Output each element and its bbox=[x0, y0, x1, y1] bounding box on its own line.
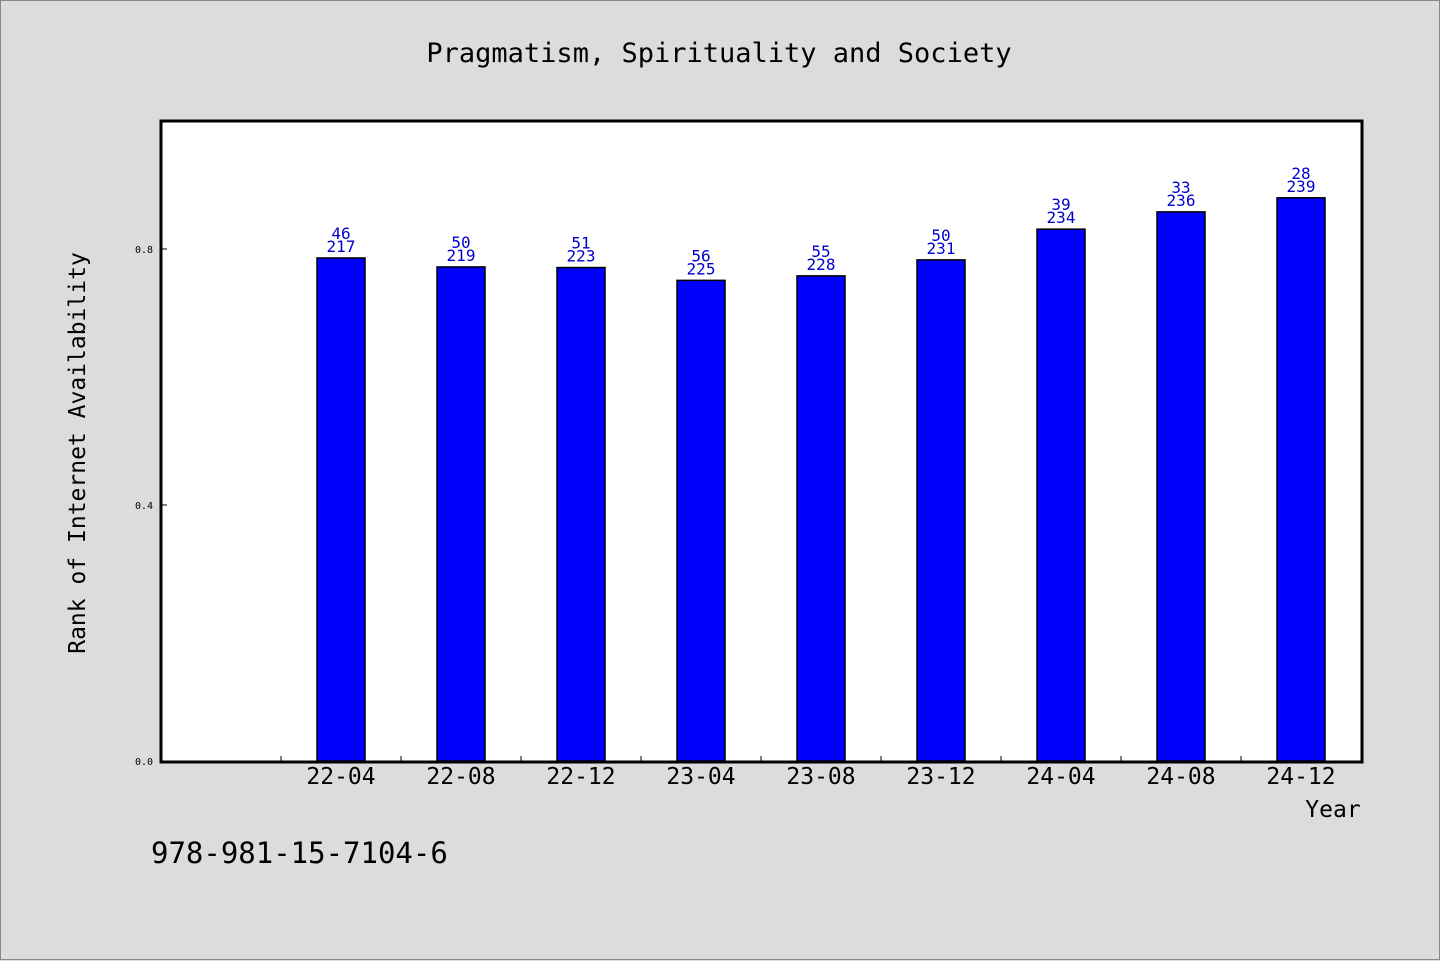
bar-label-top-24-08: 33 bbox=[1171, 178, 1190, 197]
bar-24-04 bbox=[1036, 228, 1086, 762]
x-axis-label: Year bbox=[1305, 797, 1360, 823]
y-tick-label-0.0: 0.0 bbox=[135, 757, 153, 768]
bar-label-bottom-22-08: 219 bbox=[447, 246, 476, 265]
bar-label-top-23-12: 50 bbox=[931, 226, 950, 245]
y-axis-ticks: 0.0 0.4 0.8 bbox=[135, 245, 167, 768]
x-tick-label-24-08: 24-08 bbox=[1146, 764, 1215, 790]
x-tick-label-22-12: 22-12 bbox=[546, 764, 615, 790]
bar-label-top-24-12: 28 bbox=[1291, 164, 1310, 183]
bar-label-bottom-23-08: 228 bbox=[807, 255, 836, 274]
bar-24-08 bbox=[1156, 211, 1206, 762]
y-tick-label-0.4: 0.4 bbox=[135, 501, 153, 512]
x-tick-label-22-04: 22-04 bbox=[306, 764, 375, 790]
bar-label-bottom-22-12: 223 bbox=[567, 247, 596, 266]
y-axis-label: Rank of Internet Availability bbox=[65, 252, 91, 654]
x-axis-ticks: 22-04 22-08 22-12 23-04 23-08 23-12 24-04 24-08… bbox=[280, 756, 1336, 790]
y-tick-label-0.8: 0.8 bbox=[135, 245, 153, 256]
x-tick-label-23-12: 23-12 bbox=[906, 764, 975, 790]
bar-label-bottom-24-08: 236 bbox=[1167, 191, 1196, 210]
x-tick-label-23-08: 23-08 bbox=[786, 764, 855, 790]
x-tick-label-24-12: 24-12 bbox=[1266, 764, 1335, 790]
isbn-text: 978-981-15-7104-6 bbox=[151, 836, 448, 870]
bar-22-12 bbox=[556, 266, 606, 762]
x-tick-label-24-04: 24-04 bbox=[1026, 764, 1095, 790]
bar-label-bottom-24-12: 239 bbox=[1287, 177, 1316, 196]
bar-label-top-22-12: 51 bbox=[571, 234, 590, 253]
bar-label-bottom-23-04: 225 bbox=[687, 259, 716, 278]
chart-title: Pragmatism, Spirituality and Society bbox=[426, 38, 1011, 69]
x-tick-label-23-04: 23-04 bbox=[666, 764, 735, 790]
x-tick-label-22-08: 22-08 bbox=[426, 764, 495, 790]
bar-label-top-24-04: 39 bbox=[1051, 195, 1070, 214]
bar-label-top-22-08: 50 bbox=[451, 233, 470, 252]
bar-label-bottom-23-12: 231 bbox=[927, 239, 956, 258]
bar-24-12 bbox=[1276, 197, 1326, 762]
bar-label-bottom-22-04: 217 bbox=[327, 237, 356, 256]
bar-23-08 bbox=[796, 275, 846, 762]
bar-22-04 bbox=[316, 257, 366, 762]
bar-label-top-23-04: 56 bbox=[691, 246, 710, 265]
bar-22-08 bbox=[436, 266, 486, 762]
bar-label-top-23-08: 55 bbox=[811, 242, 830, 261]
bar-label-bottom-24-04: 234 bbox=[1047, 208, 1076, 227]
bar-23-04 bbox=[676, 279, 726, 762]
bar-label-top-22-04: 46 bbox=[331, 224, 350, 243]
bar-23-12 bbox=[916, 259, 966, 762]
